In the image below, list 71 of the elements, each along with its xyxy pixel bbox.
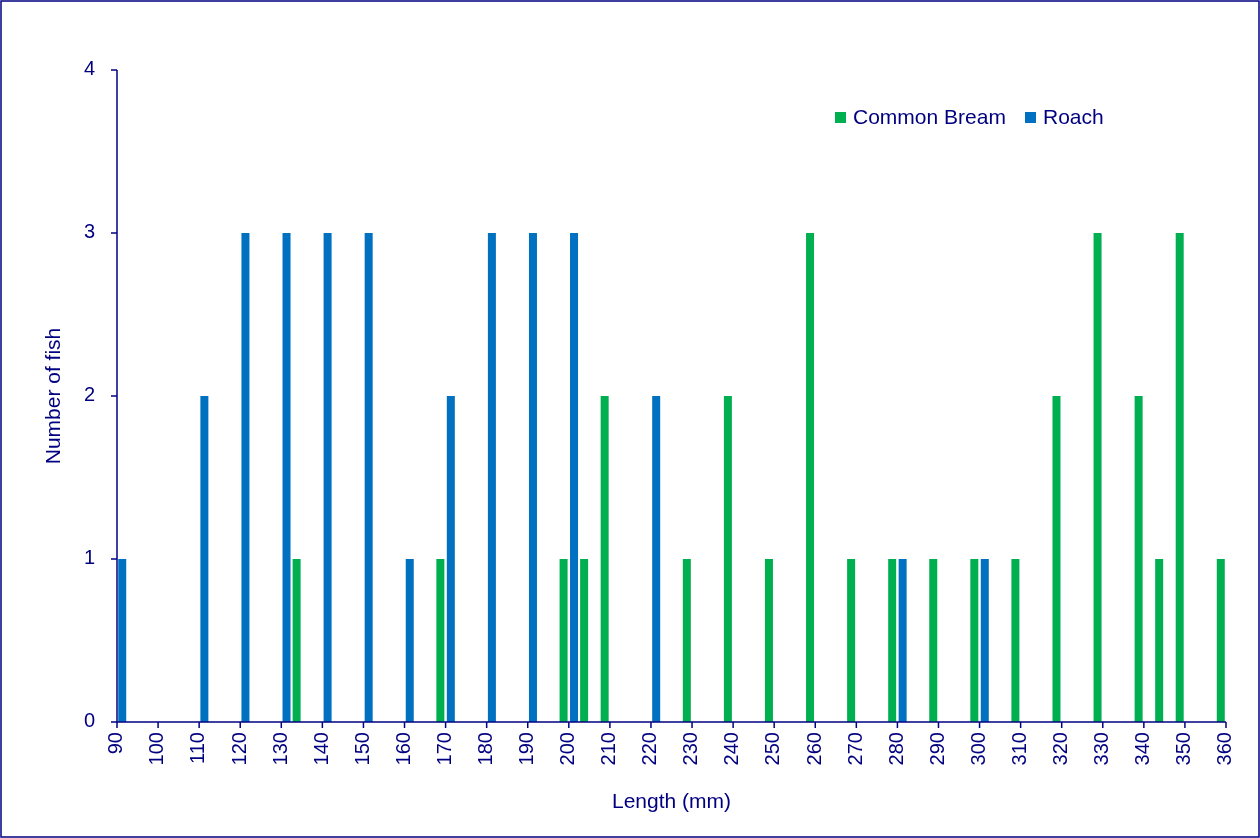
x-tick-label: 150 bbox=[350, 732, 373, 766]
bar bbox=[241, 233, 250, 722]
x-tick-label: 190 bbox=[515, 732, 538, 766]
y-axis-title: Number of fish bbox=[41, 327, 64, 465]
x-tick-label: 230 bbox=[679, 732, 702, 766]
bar bbox=[570, 233, 579, 722]
x-tick-label: 300 bbox=[966, 732, 989, 766]
bar bbox=[1093, 233, 1102, 722]
bar bbox=[970, 559, 979, 722]
y-tick-label: 2 bbox=[83, 383, 95, 406]
bar bbox=[282, 233, 291, 722]
bar bbox=[559, 559, 568, 722]
bar bbox=[528, 233, 537, 722]
x-tick-label: 360 bbox=[1213, 732, 1236, 766]
bar bbox=[323, 233, 332, 722]
x-tick-label: 130 bbox=[268, 732, 291, 766]
x-tick-label: 220 bbox=[638, 732, 661, 766]
legend-label: Roach bbox=[1043, 104, 1104, 128]
x-tick-label: 280 bbox=[884, 732, 907, 766]
x-tick-label: 350 bbox=[1172, 732, 1195, 766]
bar bbox=[405, 559, 414, 722]
x-tick-label: 290 bbox=[925, 732, 948, 766]
bar bbox=[118, 559, 127, 722]
x-tick-label: 210 bbox=[597, 732, 620, 766]
x-tick-label: 200 bbox=[556, 732, 579, 766]
bar bbox=[764, 559, 773, 722]
bar bbox=[723, 396, 732, 722]
x-tick-label: 90 bbox=[104, 732, 127, 755]
bar bbox=[1052, 396, 1061, 722]
bar bbox=[929, 559, 938, 722]
x-tick-label: 160 bbox=[391, 732, 414, 766]
bar bbox=[980, 559, 989, 722]
x-tick-label: 320 bbox=[1048, 732, 1071, 766]
x-axis-title: Length (mm) bbox=[611, 789, 732, 812]
y-tick-label: 4 bbox=[83, 57, 95, 80]
bar bbox=[292, 559, 301, 722]
bar bbox=[652, 396, 661, 722]
bar bbox=[806, 233, 815, 722]
x-tick-label: 340 bbox=[1131, 732, 1154, 766]
bar bbox=[847, 559, 856, 722]
bar bbox=[436, 559, 445, 722]
x-tick-label: 100 bbox=[145, 732, 168, 766]
bar bbox=[1011, 559, 1020, 722]
x-tick-label: 330 bbox=[1090, 732, 1113, 766]
bar bbox=[200, 396, 209, 722]
bar bbox=[1155, 559, 1164, 722]
x-tick-label: 170 bbox=[432, 732, 455, 766]
y-tick-label: 0 bbox=[83, 709, 95, 732]
bar bbox=[364, 233, 373, 722]
x-tick-label: 250 bbox=[761, 732, 784, 766]
bar bbox=[1216, 559, 1225, 722]
y-tick-label: 1 bbox=[83, 546, 95, 569]
bar bbox=[580, 559, 589, 722]
bar bbox=[446, 396, 455, 722]
bar bbox=[1175, 233, 1184, 722]
x-tick-label: 240 bbox=[720, 732, 743, 766]
x-tick-label: 260 bbox=[802, 732, 825, 766]
bar bbox=[1134, 396, 1143, 722]
bar bbox=[888, 559, 897, 722]
x-tick-label: 270 bbox=[843, 732, 866, 766]
bar bbox=[898, 559, 907, 722]
y-tick-label: 3 bbox=[83, 220, 95, 243]
bar bbox=[487, 233, 496, 722]
x-tick-label: 110 bbox=[186, 732, 209, 764]
x-tick-label: 180 bbox=[473, 732, 496, 766]
legend-label: Common Bream bbox=[853, 104, 1006, 128]
x-tick-label: 120 bbox=[227, 732, 250, 766]
bar bbox=[682, 559, 691, 722]
bar bbox=[600, 396, 609, 722]
x-tick-label: 140 bbox=[309, 732, 332, 766]
x-tick-label: 310 bbox=[1007, 732, 1030, 766]
